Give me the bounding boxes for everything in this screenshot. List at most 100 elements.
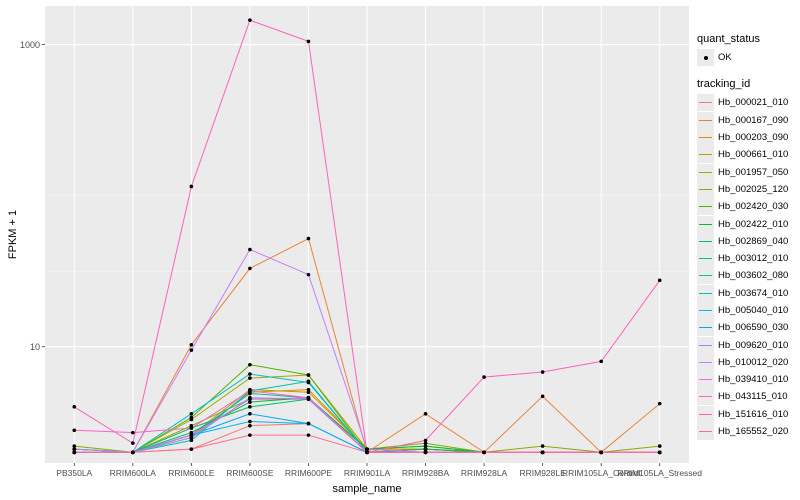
data-point	[248, 423, 252, 428]
legend-label: Hb_165552_020	[718, 426, 789, 438]
x-tick-label: RRIM928LA	[461, 468, 508, 478]
legend-line-icon	[699, 258, 712, 260]
data-point	[248, 391, 252, 396]
data-point	[540, 394, 545, 399]
data-point	[657, 278, 662, 283]
data-point	[306, 373, 311, 377]
legend-key	[697, 302, 714, 319]
x-tick-label: RRIM600LE	[168, 468, 215, 478]
data-point	[189, 438, 194, 443]
legend-line-icon	[699, 344, 712, 346]
data-point	[248, 362, 252, 367]
data-point	[189, 342, 194, 347]
data-point	[189, 433, 194, 437]
data-point	[540, 450, 545, 455]
legend-line-icon	[699, 275, 712, 277]
legend-label: Hb_002025_120	[718, 183, 789, 195]
x-tick-label: RRIM901LA	[344, 468, 391, 478]
legend-key	[697, 180, 714, 198]
legend-item: Hb_006590_030	[697, 319, 797, 337]
data-point	[657, 444, 662, 448]
legend-item: Hb_000203_090	[697, 129, 797, 147]
legend-line-icon	[699, 379, 712, 381]
data-point	[248, 411, 252, 416]
legend-line-icon	[699, 206, 712, 208]
data-point	[72, 405, 77, 409]
data-point	[248, 397, 252, 401]
legend-item: Hb_002025_120	[697, 180, 797, 198]
legend-key	[697, 232, 714, 250]
data-point	[306, 421, 311, 426]
legend-line-icon	[699, 361, 712, 363]
data-point	[189, 430, 194, 435]
data-point	[657, 401, 662, 406]
legend-label: Hb_010012_020	[718, 356, 789, 368]
legend-item: Hb_039410_010	[697, 371, 797, 389]
legend-label: Hb_005040_010	[718, 305, 789, 316]
legend-key	[697, 423, 714, 441]
legend-label: Hb_003602_080	[718, 270, 789, 282]
legend-key	[697, 146, 714, 164]
data-point	[248, 405, 252, 409]
legend-item: Hb_010012_020	[697, 353, 797, 371]
data-point	[189, 447, 194, 451]
legend-label: Hb_000661_010	[718, 149, 789, 161]
y-tick-label: 10	[30, 342, 40, 352]
legend-key	[697, 111, 714, 129]
legend-label: Hb_000021_010	[718, 97, 789, 109]
data-point	[365, 450, 369, 455]
data-point	[306, 433, 311, 437]
legend-point-icon	[703, 55, 708, 60]
legend-label: Hb_002422_010	[718, 218, 789, 230]
legend-item: Hb_000167_090	[697, 111, 797, 129]
data-point	[423, 444, 428, 448]
data-point	[599, 359, 603, 364]
legend-key	[697, 94, 714, 112]
data-point	[131, 441, 135, 445]
data-point	[72, 450, 77, 455]
data-point	[248, 247, 252, 252]
data-point	[248, 372, 252, 376]
data-point	[423, 447, 428, 451]
y-axis-title: FPKM + 1	[7, 210, 19, 259]
legend-line-icon	[699, 137, 712, 139]
legend-item: Hb_002420_030	[697, 198, 797, 216]
data-point	[365, 447, 369, 451]
legend-line-icon	[699, 327, 712, 329]
data-point	[248, 376, 252, 380]
legend-tracking-items: Hb_000021_010 Hb_000167_090 Hb_000203_090 H…	[697, 94, 797, 441]
legend-item: Hb_043115_010	[697, 388, 797, 406]
data-point	[482, 450, 486, 455]
data-point	[189, 348, 194, 352]
legend-label: Hb_039410_010	[718, 374, 789, 386]
data-point	[72, 447, 77, 451]
legend-key	[697, 129, 714, 147]
legend-line-icon	[699, 102, 712, 104]
data-point	[423, 411, 428, 416]
data-point	[423, 441, 428, 445]
legend-line-icon	[699, 413, 712, 415]
data-point	[131, 450, 135, 455]
legend-item: Hb_002869_040	[697, 232, 797, 250]
legend-key	[697, 198, 714, 216]
legend-item: Hb_003674_010	[697, 284, 797, 302]
legend-label: Hb_000167_090	[718, 114, 789, 126]
legend-key	[697, 388, 714, 406]
y-tick-label: 1000	[20, 40, 40, 50]
legend-line-icon	[699, 292, 712, 294]
data-point	[657, 450, 662, 455]
data-point	[248, 389, 252, 393]
x-tick-label: RRIM600PE	[285, 468, 333, 478]
legend-key	[697, 353, 714, 371]
data-point	[248, 419, 252, 424]
x-tick-label: RRIM105LA_Stressed	[617, 468, 702, 478]
legend-item: Hb_003012_010	[697, 250, 797, 268]
legend-line-icon	[699, 396, 712, 398]
data-point	[306, 380, 311, 385]
legend-key	[697, 284, 714, 302]
legend-key	[697, 215, 714, 233]
data-point	[306, 236, 311, 241]
legend-line-icon	[699, 310, 712, 311]
data-point	[599, 450, 603, 455]
legend-key	[697, 49, 714, 67]
